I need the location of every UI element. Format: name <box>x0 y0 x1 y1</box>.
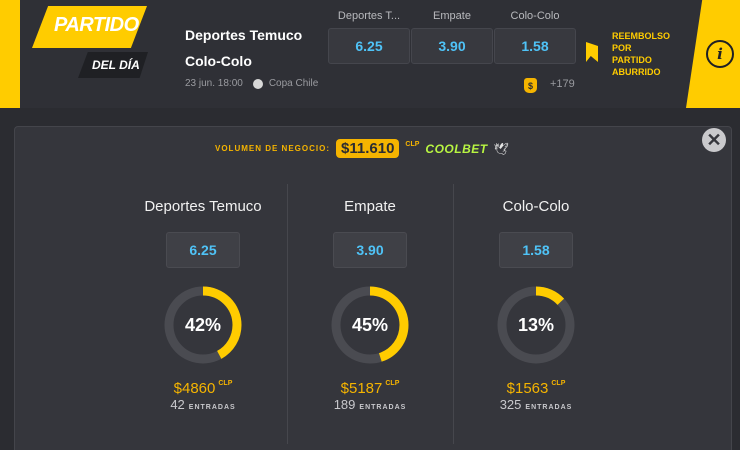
odd-draw-button[interactable]: 3.90 <box>411 28 493 64</box>
entries-count: 325 ENTRADAS <box>499 397 573 412</box>
match-teams[interactable]: Deportes Temuco Colo-Colo <box>185 22 302 74</box>
odd-away-label: Colo-Colo <box>510 10 560 22</box>
badge-title: PARTIDO <box>54 14 139 36</box>
header-accent-left <box>0 0 20 108</box>
odd-home-button[interactable]: 6.25 <box>328 28 410 64</box>
ring-fill <box>331 286 409 364</box>
business-volume: VOLUMEN DE NEGOCIO: $11.610 CLP COOLBET … <box>215 139 509 158</box>
odd-away-button[interactable]: 1.58 <box>494 28 576 64</box>
outcome-name: Empate <box>344 198 396 215</box>
away-team-name: Colo-Colo <box>185 53 252 69</box>
header-bar: PARTIDO DEL DÍA Deportes Temuco Colo-Col… <box>0 0 740 108</box>
percent-label: 45% <box>351 315 389 335</box>
percent-label: 13% <box>517 315 555 335</box>
more-markets-link[interactable]: +179 <box>550 78 575 90</box>
competition-name: Copa Chile <box>268 78 319 89</box>
odd-home: Deportes T... 6.25 <box>328 10 410 64</box>
percent-label: 42% <box>184 315 222 335</box>
odd-away: Colo-Colo 1.58 <box>494 10 576 64</box>
outcome-column-draw: Empate 3.90 45% $5187 CLP 189 ENTRADAS <box>287 198 453 412</box>
entries-count: 189 ENTRADAS <box>333 397 407 412</box>
volume-amount: $11.610 <box>336 139 400 158</box>
odd-draw: Empate 3.90 <box>411 10 493 64</box>
outcome-column-away: Colo-Colo 1.58 13% $1563 CLP 325 ENTRADAS <box>453 198 619 412</box>
stake-amount: $1563 CLP <box>506 380 566 397</box>
ring-fill <box>164 286 242 364</box>
percent-ring: 45% <box>331 286 409 364</box>
ring-fill <box>497 286 575 364</box>
volume-label: VOLUMEN DE NEGOCIO: <box>215 144 331 153</box>
percent-ring: 42% <box>164 286 242 364</box>
refund-flag-icon <box>586 42 598 62</box>
badge-subtitle: DEL DÍA <box>92 58 140 72</box>
match-meta: 23 jun. 18:00 Copa Chile <box>185 78 318 89</box>
match-date: 23 jun. 18:00 <box>185 78 243 89</box>
column-divider <box>287 184 288 444</box>
entries-count: 42 ENTRADAS <box>170 397 236 412</box>
outcome-odd-button[interactable]: 3.90 <box>333 232 407 268</box>
outcome-odd-button[interactable]: 1.58 <box>499 232 573 268</box>
odd-home-label: Deportes T... <box>337 10 401 22</box>
stake-amount: $4860 CLP <box>173 380 233 397</box>
column-divider <box>453 184 454 444</box>
money-bag-icon: $ <box>524 78 537 93</box>
close-icon[interactable]: ✕ <box>702 128 726 152</box>
outcome-column-home: Deportes Temuco 6.25 42% $4860 CLP 42 ENTR… <box>120 198 286 412</box>
refund-promo[interactable]: REEMBOLSO POR PARTIDO ABURRIDO <box>612 31 671 77</box>
volume-currency: CLP <box>405 141 420 148</box>
outcome-name: Deportes Temuco <box>144 198 262 215</box>
info-icon[interactable]: i <box>706 40 734 68</box>
odd-draw-label: Empate <box>433 10 471 22</box>
stake-amount: $5187 CLP <box>340 380 400 397</box>
coolbet-logo: COOLBET <box>425 141 488 156</box>
outcome-name: Colo-Colo <box>502 198 570 215</box>
percent-ring: 13% <box>497 286 575 364</box>
soccer-ball-icon <box>252 78 263 89</box>
match-of-the-day-badge: PARTIDO DEL DÍA <box>32 6 148 78</box>
outcome-odd-button[interactable]: 6.25 <box>166 232 240 268</box>
home-team-name: Deportes Temuco <box>185 27 303 43</box>
bird-icon: 🕊 <box>493 141 509 156</box>
